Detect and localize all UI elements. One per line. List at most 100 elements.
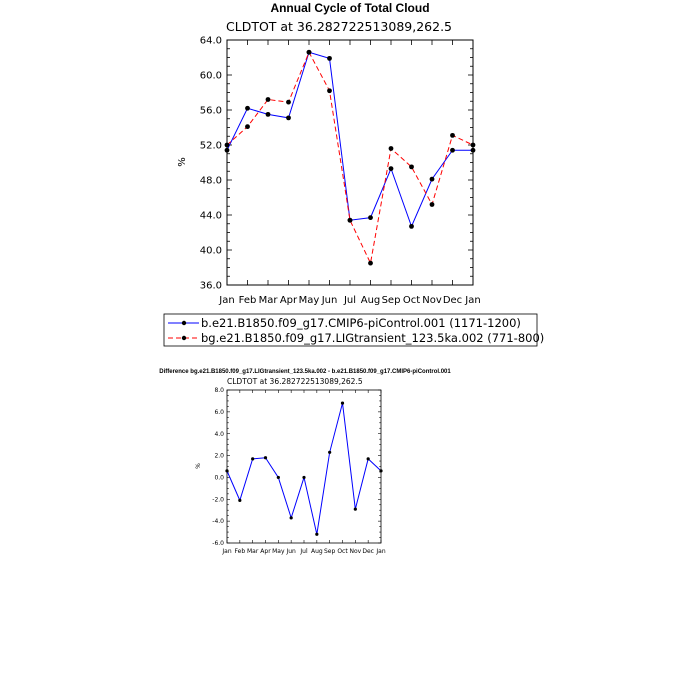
difference-chart: Difference bg.e21.B1850.f09_g17.LIGtrans…: [159, 369, 451, 555]
legend-box: [163, 313, 538, 347]
data-point: [245, 105, 250, 111]
data-point: [327, 55, 332, 61]
x-axis: Jan Feb Mar Apr May Jun Jul Aug Sep Oct Nov Dec Jan: [218, 40, 481, 306]
data-point: [340, 401, 345, 405]
annual-cycle-chart: Annual Cycle of Total Cloud CLDTOT at 36…: [163, 1, 544, 347]
y-tick-label: -2.0: [212, 496, 224, 503]
data-point: [379, 469, 383, 473]
y-tick-label: 40.0: [200, 246, 222, 257]
data-point: [276, 475, 280, 480]
data-point: [429, 202, 435, 207]
data-point: [450, 132, 455, 138]
x-tick-label: Jan: [218, 295, 234, 306]
data-point: [265, 97, 271, 102]
data-point: [353, 507, 357, 511]
y-tick-label: 2.0: [214, 453, 224, 460]
data-point: [238, 498, 242, 502]
data-point: [429, 176, 435, 182]
data-point: [286, 99, 291, 105]
data-point: [368, 260, 373, 266]
x-tick-label: Jun: [285, 548, 296, 555]
x-tick-label: May: [272, 548, 285, 555]
data-point: [327, 88, 332, 94]
series-line-1: [226, 402, 382, 535]
chart-title: Difference bg.e21.B1850.f09_g17.LIGtrans…: [159, 369, 451, 375]
y-tick-label: 56.0: [200, 106, 222, 117]
chart-title: Annual Cycle of Total Cloud: [270, 1, 429, 15]
x-tick-label: Jul: [343, 295, 356, 306]
data-point: [347, 217, 353, 223]
data-point: [263, 456, 268, 460]
x-tick-label: Jan: [464, 295, 480, 306]
y-tick-label: 36.0: [200, 281, 222, 292]
x-tick-label: Feb: [239, 295, 257, 306]
y-tick-label: -4.0: [212, 518, 224, 525]
x-tick-label: Sep: [382, 295, 401, 306]
x-axis: Jan Feb Mar Apr May Jun Jul Aug Sep Oct Nov Dec Jan: [221, 390, 386, 555]
y-tick-label: 0.0: [214, 475, 224, 482]
data-point: [265, 111, 271, 117]
x-tick-label: Jan: [221, 548, 231, 555]
legend: b.e21.B1850.f09_g17.CMIP6-piControl.001 …: [163, 313, 544, 347]
legend-label-series-1: b.e21.B1850.f09_g17.CMIP6-piControl.001 …: [201, 316, 521, 330]
data-point: [286, 115, 291, 121]
series-group: [225, 401, 383, 536]
y-tick-label: 52.0: [200, 141, 222, 152]
y-tick-label: 64.0: [200, 36, 222, 47]
x-tick-label: Mar: [259, 295, 279, 306]
data-point: [328, 450, 332, 454]
data-point: [388, 146, 394, 151]
data-point: [366, 457, 370, 461]
x-tick-label: Nov: [349, 548, 361, 555]
chart-subtitle: CLDTOT at 36.282722513089,262.5: [227, 377, 363, 386]
x-tick-label: Oct: [337, 548, 348, 555]
x-tick-label: Jul: [299, 548, 308, 555]
data-point: [409, 164, 414, 170]
x-tick-label: Jun: [321, 295, 338, 306]
data-point: [224, 147, 230, 153]
x-tick-label: Oct: [403, 295, 420, 306]
data-point: [388, 166, 394, 172]
data-point: [302, 475, 306, 480]
data-point: [470, 147, 476, 153]
series-group: [224, 49, 476, 266]
y-axis: 36.0 40.0 44.0 48.0 52.0 56.0 60.0 64.0: [200, 36, 473, 292]
y-axis-label: %: [177, 157, 188, 167]
data-point: [315, 532, 319, 536]
x-tick-label: Dec: [443, 295, 462, 306]
data-point: [409, 223, 414, 229]
data-point: [245, 124, 250, 130]
data-point: [368, 215, 373, 221]
x-tick-label: Nov: [422, 295, 442, 306]
y-tick-label: -6.0: [212, 540, 224, 547]
data-point: [225, 469, 229, 473]
data-point: [306, 49, 312, 55]
x-tick-label: Aug: [311, 548, 323, 555]
legend-marker-series-2: [181, 335, 187, 341]
x-tick-label: Apr: [280, 295, 298, 306]
y-tick-label: 44.0: [200, 211, 222, 222]
data-point: [224, 142, 230, 148]
data-point: [289, 516, 293, 520]
y-axis-label: %: [195, 463, 202, 469]
y-tick-label: 48.0: [200, 176, 222, 187]
y-axis: -6.0 -4.0 -2.0 0.0 2.0 4.0 6.0 8.0: [212, 387, 381, 547]
series-line-1: [226, 51, 473, 228]
data-point: [251, 457, 255, 461]
x-tick-label: Jan: [375, 548, 385, 555]
y-tick-label: 8.0: [214, 387, 224, 394]
plot-frame: [226, 39, 474, 286]
y-tick-label: 60.0: [200, 71, 222, 82]
data-point: [450, 147, 455, 153]
x-tick-label: Mar: [247, 548, 259, 555]
x-tick-label: Feb: [235, 548, 246, 555]
chart-subtitle: CLDTOT at 36.282722513089,262.5: [226, 19, 452, 34]
y-tick-label: 4.0: [214, 431, 224, 438]
x-tick-label: Apr: [260, 548, 271, 555]
x-tick-label: Dec: [362, 548, 374, 555]
legend-marker-series-1: [181, 320, 187, 326]
data-point: [470, 142, 476, 148]
series-line-2: [226, 51, 474, 265]
y-tick-label: 6.0: [214, 409, 224, 416]
